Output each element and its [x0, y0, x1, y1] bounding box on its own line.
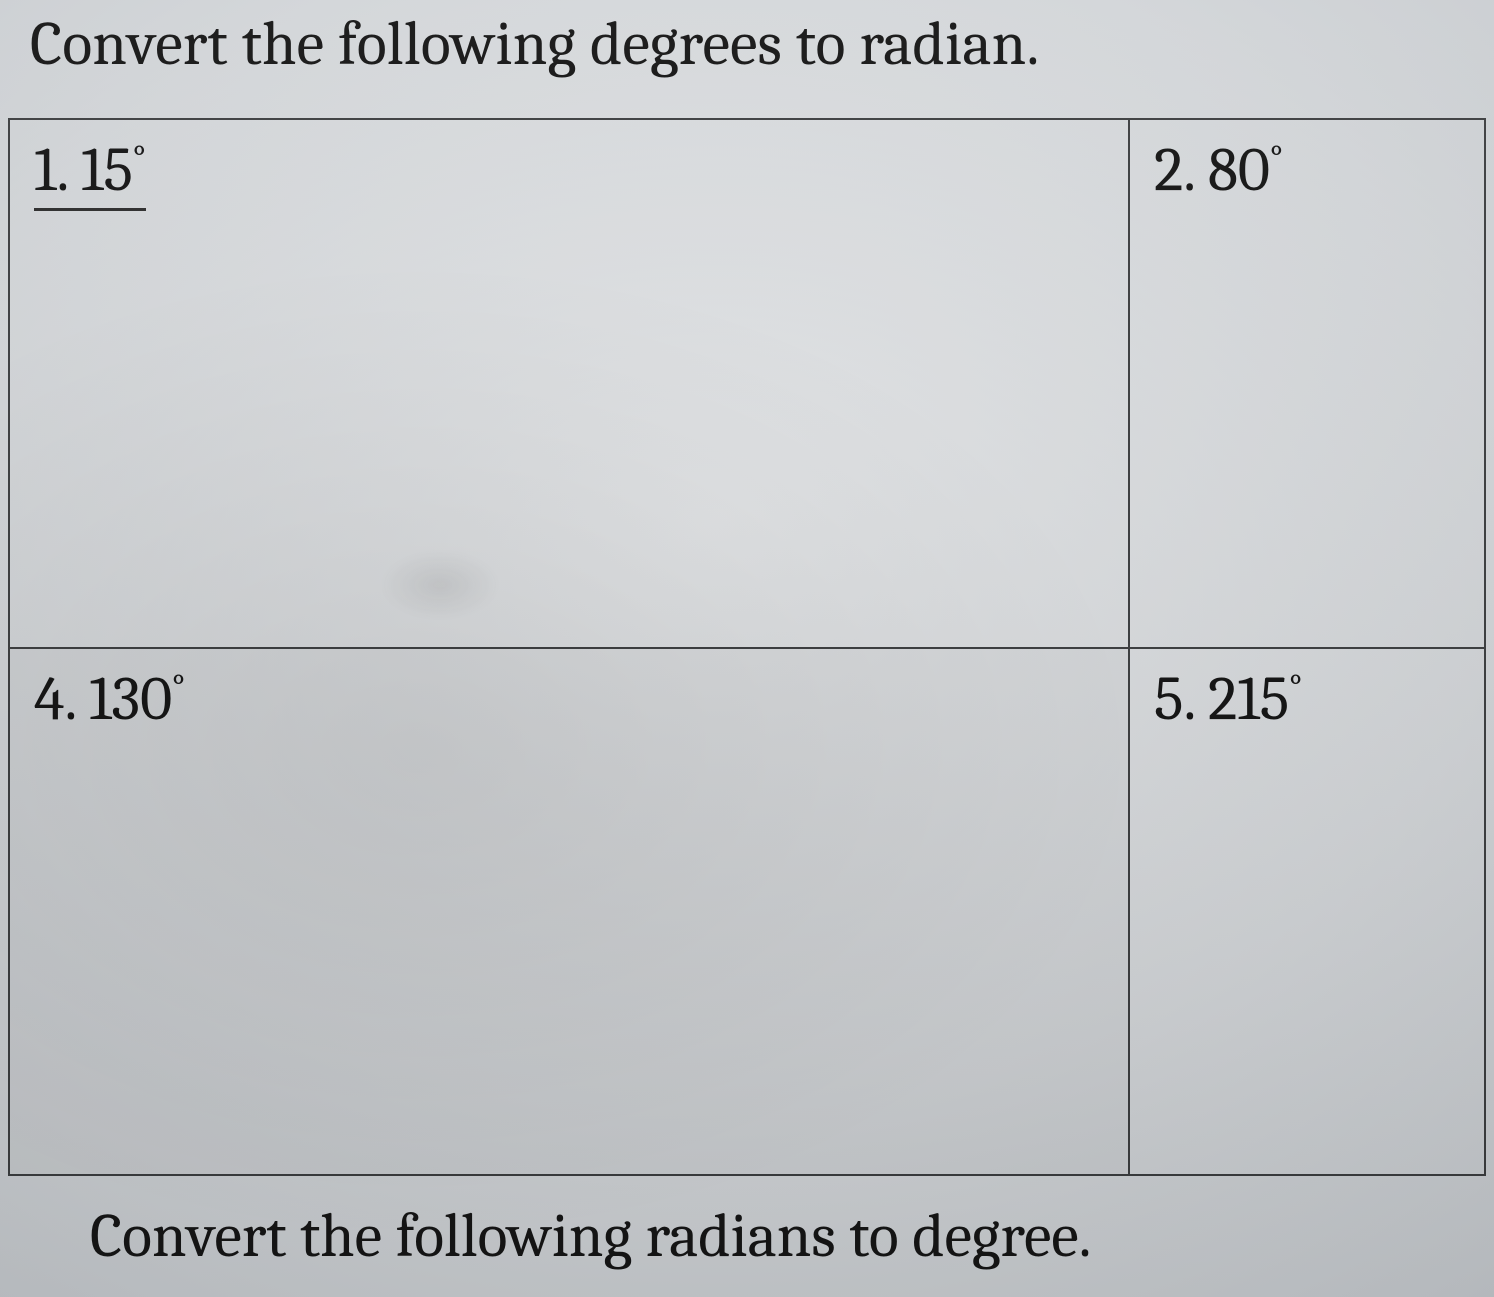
heading-convert-to-radian: Convert the following degrees to radian.	[30, 8, 1039, 80]
cell-1: 1. 15°	[8, 118, 1128, 647]
degree-symbol: °	[1270, 137, 1283, 177]
worksheet-page: Convert the following degrees to radian.…	[0, 0, 1494, 1297]
cell-2: 2. 80°	[1128, 118, 1486, 647]
table-row: 1. 15° 2. 80°	[8, 118, 1486, 647]
problem-value: 15	[81, 134, 133, 206]
cell-4: 4. 130°	[8, 647, 1128, 1176]
problem-value: 80	[1208, 134, 1270, 206]
table-row: 4. 130° 5. 215°	[8, 647, 1486, 1176]
degree-symbol: °	[133, 137, 146, 177]
problem-value: 130	[89, 663, 172, 735]
problem-number: 4.	[34, 663, 75, 735]
problem-label: 1. 15°	[34, 134, 146, 211]
problems-table: 1. 15° 2. 80° 4. 130° 5.	[8, 118, 1486, 1176]
problem-number: 1.	[34, 134, 67, 206]
cell-5: 5. 215°	[1128, 647, 1486, 1176]
problem-number: 2.	[1154, 134, 1194, 206]
paper-smudge	[380, 550, 500, 620]
problem-label: 4. 130°	[34, 663, 185, 735]
problem-label: 5. 215°	[1154, 663, 1302, 735]
problem-value: 215	[1208, 663, 1289, 735]
heading-convert-to-degree: Convert the following radians to degree.	[90, 1200, 1091, 1272]
degree-symbol: °	[1289, 666, 1302, 706]
problem-number: 5.	[1154, 663, 1194, 735]
degree-symbol: °	[172, 666, 185, 706]
problem-label: 2. 80°	[1154, 134, 1283, 206]
